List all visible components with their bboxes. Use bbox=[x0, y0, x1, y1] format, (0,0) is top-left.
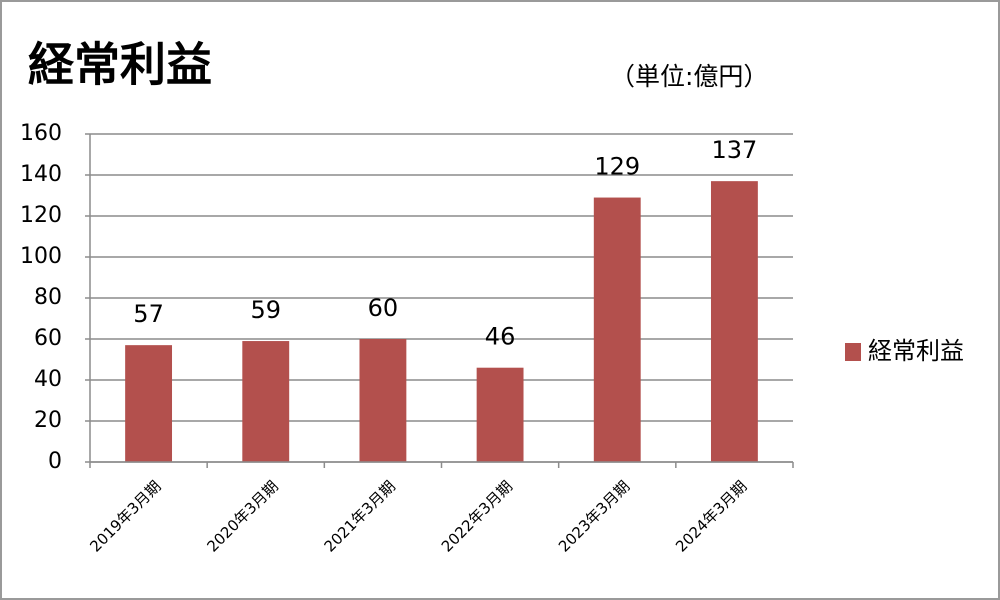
bar bbox=[710, 181, 758, 462]
bar bbox=[242, 341, 290, 462]
y-tick-label: 160 bbox=[20, 121, 62, 146]
bar bbox=[476, 367, 524, 462]
chart-subtitle: （単位:億円） bbox=[610, 62, 768, 91]
y-tick-label: 0 bbox=[48, 449, 62, 474]
chart-title: 経常利益 bbox=[28, 38, 212, 92]
y-tick-label: 20 bbox=[34, 408, 62, 433]
y-tick-label: 140 bbox=[20, 162, 62, 187]
y-tick-label: 120 bbox=[20, 203, 62, 228]
y-tick-label: 80 bbox=[34, 285, 62, 310]
value-label: 60 bbox=[368, 294, 399, 322]
legend-swatch bbox=[845, 343, 861, 361]
y-tick-label: 100 bbox=[20, 244, 62, 269]
value-label: 129 bbox=[594, 153, 640, 181]
bar bbox=[125, 345, 173, 462]
bar bbox=[593, 197, 641, 463]
y-tick-label: 60 bbox=[34, 326, 62, 351]
value-label: 137 bbox=[712, 136, 758, 164]
value-label: 46 bbox=[485, 323, 516, 351]
value-label: 59 bbox=[250, 296, 281, 324]
bar bbox=[359, 339, 407, 462]
value-label: 57 bbox=[133, 300, 164, 328]
y-tick-label: 40 bbox=[34, 367, 62, 392]
legend-label: 経常利益 bbox=[868, 337, 964, 365]
